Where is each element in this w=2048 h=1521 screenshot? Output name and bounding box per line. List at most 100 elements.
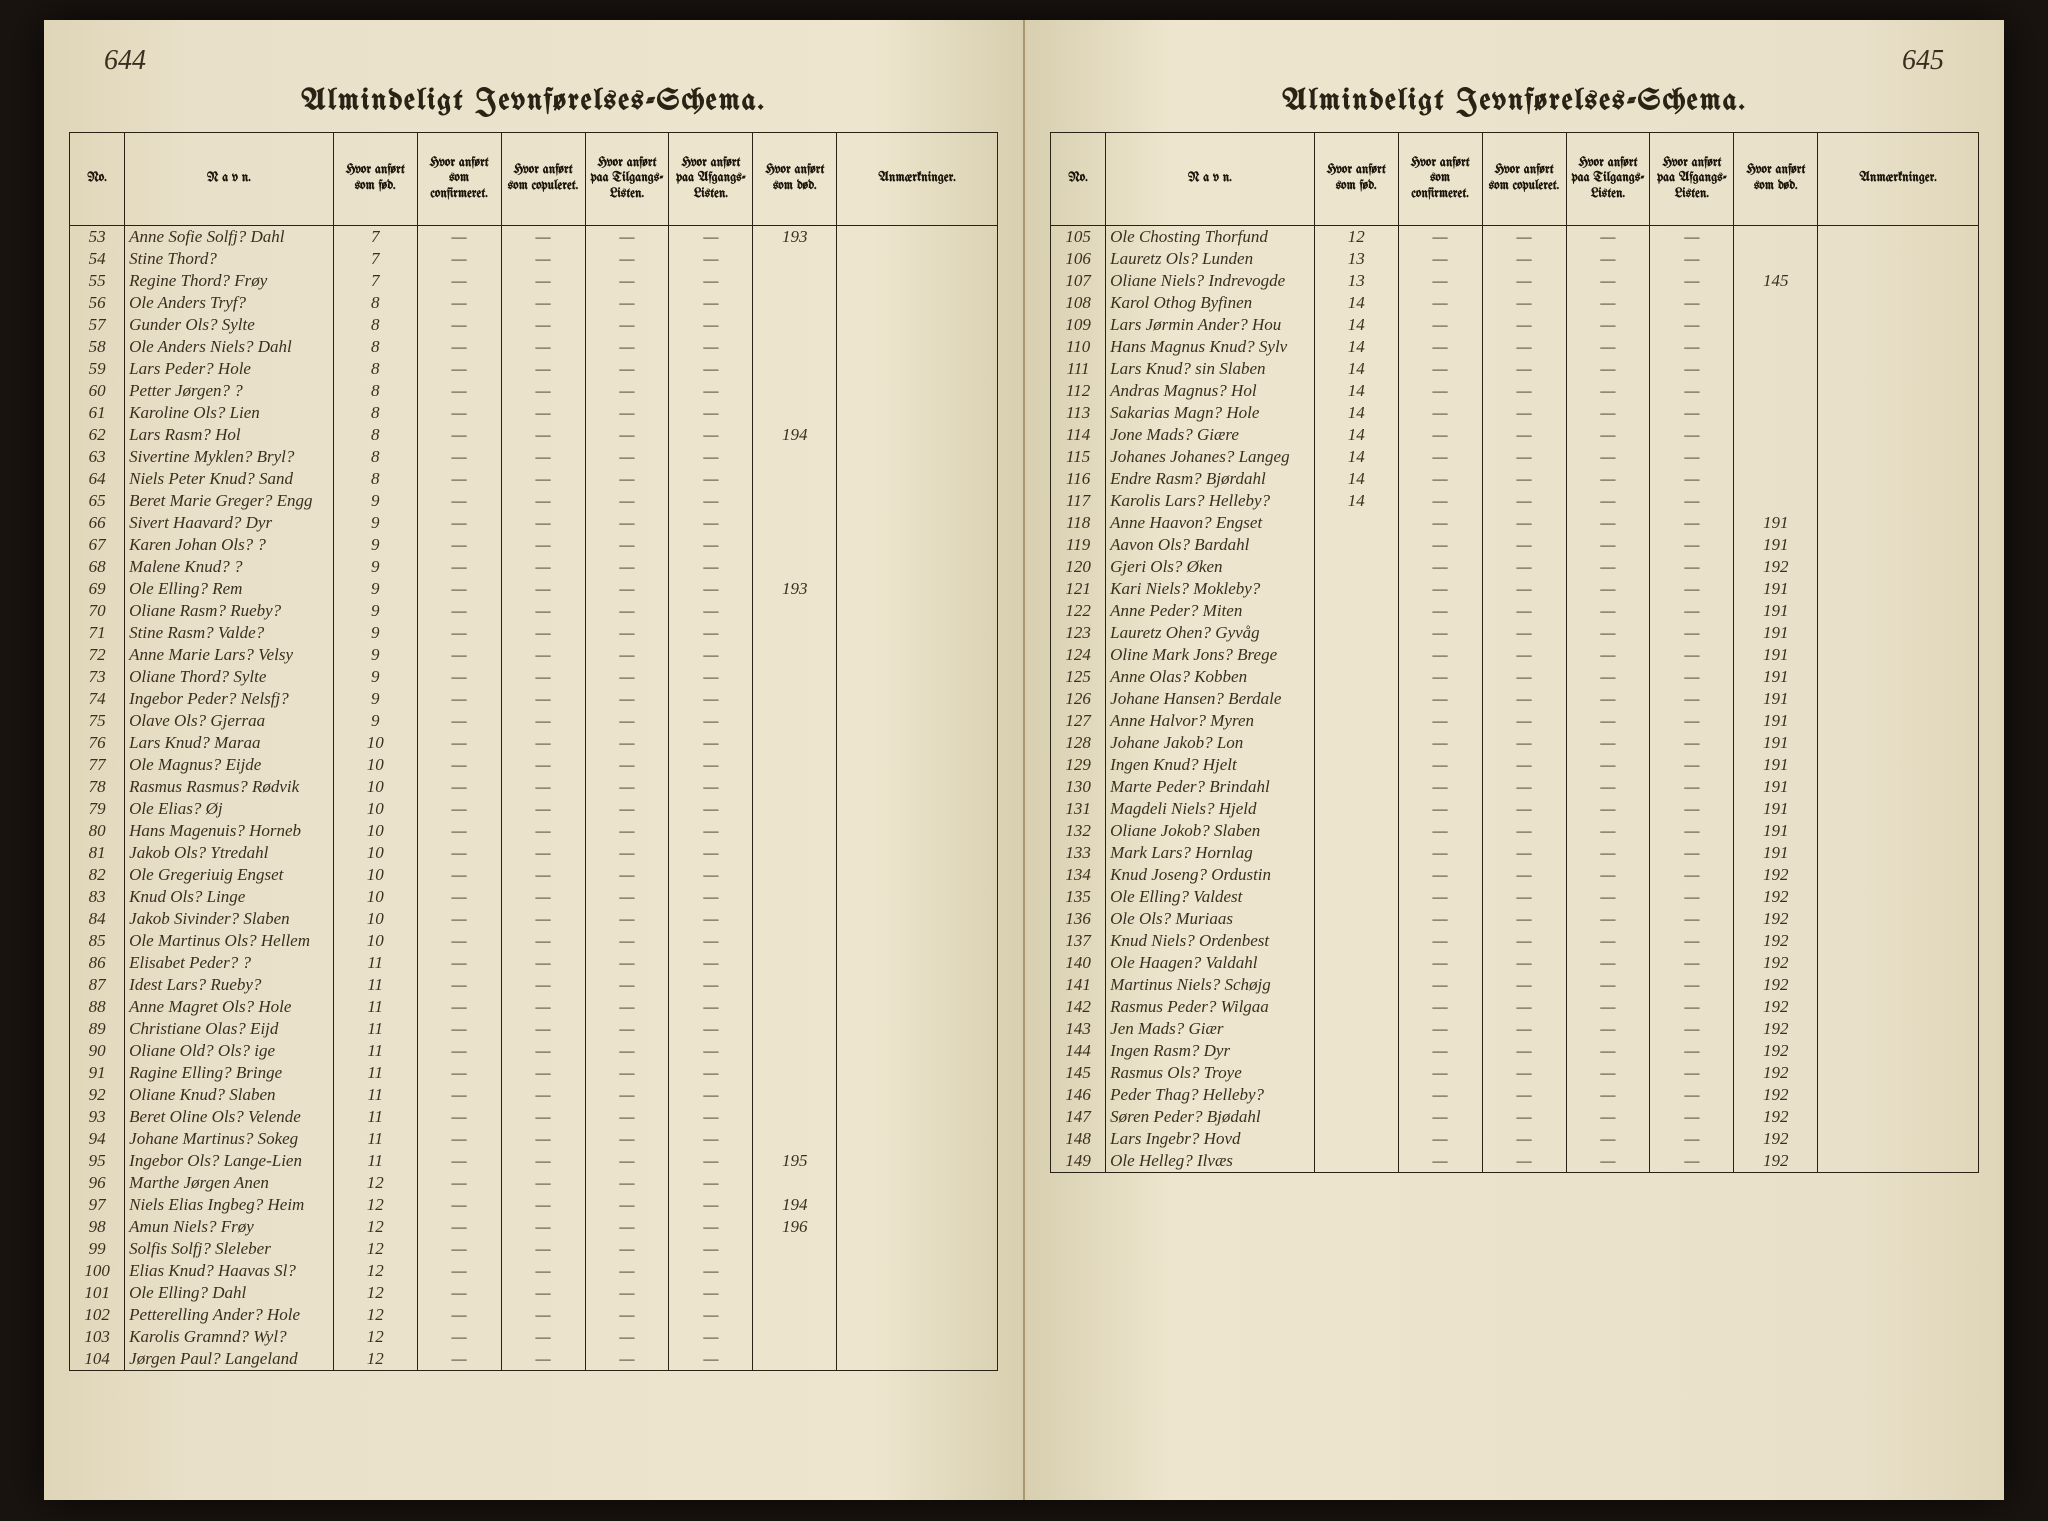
cell: 11 <box>333 952 417 974</box>
cell <box>1314 908 1398 930</box>
cell <box>753 1062 837 1084</box>
cell: 9 <box>333 600 417 622</box>
table-row: 78Rasmus Rasmus? Rødvik10———— <box>70 776 998 798</box>
cell <box>837 864 998 886</box>
cell: 143 <box>1051 1018 1106 1040</box>
cell: Knud Ols? Linge <box>125 886 334 908</box>
cell: — <box>1398 666 1482 688</box>
col-afgang: Hvor anført paa Afgangs-Listen. <box>669 133 753 226</box>
table-row: 88Anne Magret Ols? Hole11———— <box>70 996 998 1018</box>
table-row: 66Sivert Haavard? Dyr9———— <box>70 512 998 534</box>
cell: — <box>501 1084 585 1106</box>
cell: — <box>501 270 585 292</box>
cell: 97 <box>70 1194 125 1216</box>
cell: 88 <box>70 996 125 1018</box>
cell: 8 <box>333 358 417 380</box>
cell: — <box>669 226 753 249</box>
cell: 194 <box>753 424 837 446</box>
cell: Anne Haavon? Engset <box>1106 512 1315 534</box>
cell <box>1818 226 1979 249</box>
cell: — <box>417 1216 501 1238</box>
cell: 12 <box>333 1172 417 1194</box>
cell: 58 <box>70 336 125 358</box>
cell <box>1734 446 1818 468</box>
cell: — <box>1650 490 1734 512</box>
cell: — <box>1398 644 1482 666</box>
cell <box>1818 248 1979 270</box>
cell: — <box>585 1238 669 1260</box>
cell: — <box>1650 1062 1734 1084</box>
cell: — <box>1650 226 1734 249</box>
cell: — <box>417 974 501 996</box>
cell: — <box>1482 754 1566 776</box>
cell: — <box>1566 864 1650 886</box>
cell: 7 <box>333 226 417 249</box>
cell: Gunder Ols? Sylte <box>125 314 334 336</box>
cell: — <box>1650 996 1734 1018</box>
cell: — <box>669 644 753 666</box>
cell: 14 <box>1314 446 1398 468</box>
cell: 192 <box>1734 1062 1818 1084</box>
cell <box>753 512 837 534</box>
cell: — <box>1566 292 1650 314</box>
cell <box>753 446 837 468</box>
cell: 12 <box>333 1216 417 1238</box>
cell: — <box>585 226 669 249</box>
cell <box>753 1128 837 1150</box>
cell: — <box>1482 798 1566 820</box>
cell: 64 <box>70 468 125 490</box>
table-row: 129Ingen Knud? Hjelt————191 <box>1051 754 1979 776</box>
cell: — <box>417 1194 501 1216</box>
cell: — <box>669 1216 753 1238</box>
cell: 11 <box>333 974 417 996</box>
cell: 148 <box>1051 1128 1106 1150</box>
cell: Ole Ols? Muriaas <box>1106 908 1315 930</box>
table-row: 56Ole Anders Tryf?8———— <box>70 292 998 314</box>
cell <box>1314 1084 1398 1106</box>
cell <box>837 1172 998 1194</box>
cell: 127 <box>1051 710 1106 732</box>
cell: Ole Gregeriuig Engset <box>125 864 334 886</box>
table-row: 100Elias Knud? Haavas Sl?12———— <box>70 1260 998 1282</box>
cell: — <box>1650 512 1734 534</box>
cell: — <box>585 864 669 886</box>
cell: — <box>1482 1128 1566 1150</box>
cell: — <box>1482 1150 1566 1173</box>
cell <box>837 996 998 1018</box>
cell: — <box>501 336 585 358</box>
cell <box>1734 358 1818 380</box>
col-tilgang: Hvor anført paa Tilgangs-Listen. <box>585 133 669 226</box>
cell <box>1314 600 1398 622</box>
cell: 73 <box>70 666 125 688</box>
cell <box>1734 402 1818 424</box>
cell: — <box>669 1282 753 1304</box>
cell: — <box>585 314 669 336</box>
cell <box>753 468 837 490</box>
table-row: 128Johane Jakob? Lon————191 <box>1051 732 1979 754</box>
table-row: 106Lauretz Ols? Lunden13———— <box>1051 248 1979 270</box>
col-confirm: Hvor anført som confirmeret. <box>1398 133 1482 226</box>
cell: — <box>1650 930 1734 952</box>
cell: — <box>669 424 753 446</box>
cell: — <box>1482 688 1566 710</box>
cell: — <box>669 1018 753 1040</box>
cell <box>753 270 837 292</box>
cell: 191 <box>1734 776 1818 798</box>
page-number-left: 644 <box>104 45 146 77</box>
cell: 191 <box>1734 600 1818 622</box>
cell: 83 <box>70 886 125 908</box>
cell: Sakarias Magn? Hole <box>1106 402 1315 424</box>
cell: 14 <box>1314 468 1398 490</box>
cell: 191 <box>1734 732 1818 754</box>
cell: — <box>585 1084 669 1106</box>
cell: 12 <box>333 1260 417 1282</box>
cell: — <box>501 930 585 952</box>
cell: — <box>1398 600 1482 622</box>
cell: — <box>501 468 585 490</box>
cell: 9 <box>333 534 417 556</box>
cell: 101 <box>70 1282 125 1304</box>
cell: — <box>417 996 501 1018</box>
cell: — <box>669 754 753 776</box>
cell: 14 <box>1314 402 1398 424</box>
cell: — <box>1398 468 1482 490</box>
